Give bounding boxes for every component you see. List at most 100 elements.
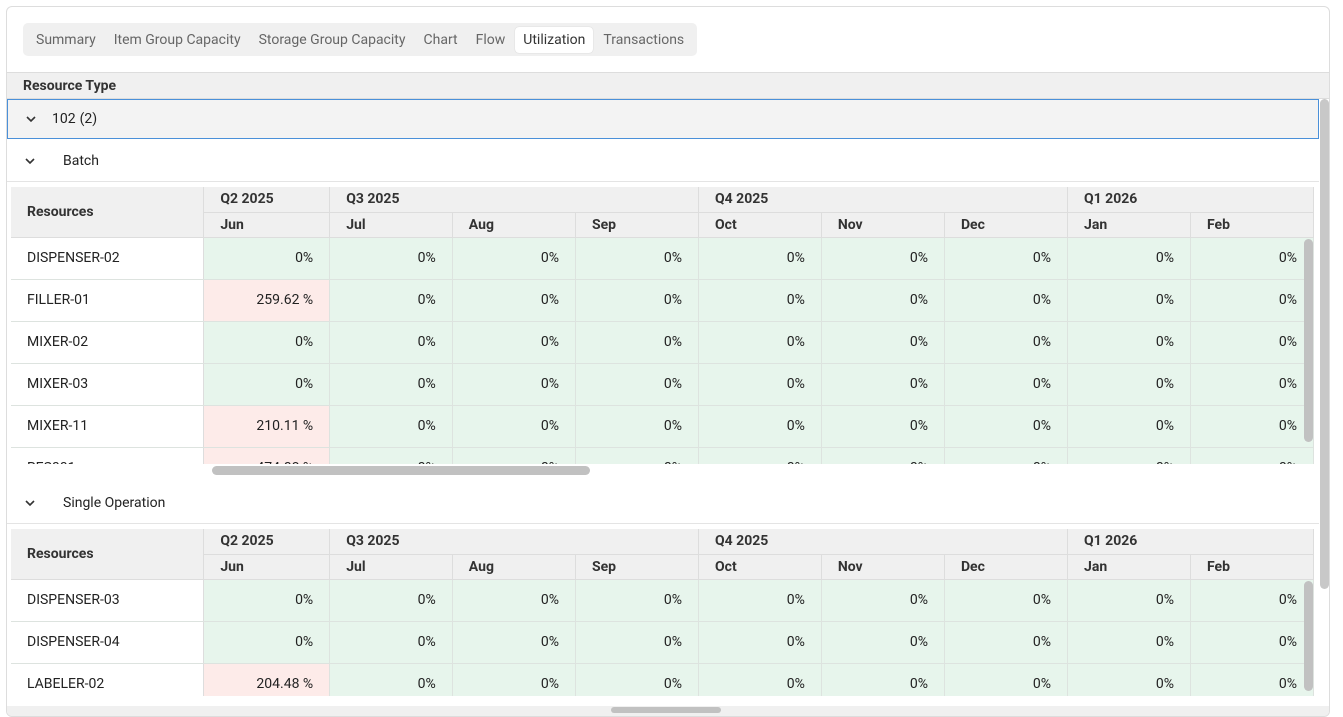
utilization-cell: 0% [575, 363, 700, 406]
utilization-cell: 0% [329, 621, 453, 664]
quarter-header: Q3 2025 [329, 187, 699, 213]
month-row: Jun Jul Aug Sep Oct Nov Dec Jan Feb [11, 554, 1314, 580]
tab[interactable]: Chart [423, 31, 458, 48]
utilization-cell: 0% [1190, 621, 1314, 664]
utilization-cell: 0% [203, 321, 331, 364]
utilization-cell: 0% [329, 663, 453, 696]
utilization-cell: 0% [698, 237, 822, 280]
utilization-cell: 0% [329, 321, 453, 364]
scrollbar[interactable] [1304, 239, 1313, 442]
utilization-cell: 0% [575, 447, 700, 464]
chevron [25, 157, 35, 164]
quarter-header: Q1 2026 [1067, 187, 1314, 213]
scrollbar[interactable] [1320, 99, 1329, 589]
month-header: Jan [1067, 554, 1191, 580]
quarter-row: Resources Q2 2025 Q3 2025 Q4 2025 Q1 2026 [11, 529, 1314, 580]
resource-row: DISPENSER-04 0% 0% 0% 0% 0% 0% 0% 0% 0% [11, 621, 1314, 664]
quarter-header: Q4 2025 [698, 529, 1068, 555]
quarter-header: Q1 2026 [1067, 529, 1314, 555]
resource-row: RES001474.08 %0%0%0%0%0%0%0%0% [11, 447, 1314, 464]
utilization-cell: 0% [944, 447, 1069, 464]
utilization-cell: 0% [452, 447, 576, 464]
utilization-cell: 0% [1190, 279, 1314, 322]
resource-name: MIXER-02 [11, 321, 205, 364]
utilization-cell: 0% [1067, 321, 1191, 364]
scrollbar[interactable] [212, 466, 590, 475]
utilization-cell: 0% [1190, 321, 1314, 364]
month-header: Oct [698, 554, 822, 580]
group-name: 102 [52, 111, 76, 127]
quarter-header: Q3 2025 [329, 529, 699, 555]
quarter-row: Resources Q2 2025 Q3 2025 Q4 2025 Q1 2026 [11, 187, 1314, 238]
table-wrap: Resources Q2 2025 Q3 2025 Q4 2025 Q1 2026 Jun… [11, 187, 1314, 464]
tab[interactable]: Item Group Capacity [113, 31, 241, 48]
resource-row: MIXER-02 0% 0% 0% 0% 0% 0% 0% 0% 0% [11, 321, 1314, 364]
scrollbar[interactable] [1304, 581, 1313, 691]
month-header: Jan [1067, 212, 1191, 238]
utilization-cell: 0% [329, 579, 453, 622]
utilization-cell: 0% [329, 363, 453, 406]
utilization-cell: 0% [698, 321, 822, 364]
utilization-cell: 0% [1067, 363, 1191, 406]
section-name: Batch [63, 152, 99, 169]
utilization-cell: 0% [452, 279, 576, 322]
resource-name: MIXER-11 [11, 405, 205, 448]
utilization-cell: 0% [575, 663, 700, 696]
month-header: Jun [203, 554, 331, 580]
utilization-cell: 0% [1067, 405, 1191, 448]
resource-name: LABELER-02 [11, 663, 205, 696]
utilization-cell: 0% [944, 279, 1069, 322]
resource-row: MIXER-03 0% 0% 0% 0% 0% 0% 0% 0% 0% [11, 363, 1314, 406]
tab[interactable]: Utilization [515, 26, 594, 53]
utilization-cell: 0% [1067, 621, 1191, 664]
tab[interactable]: Transactions [603, 31, 685, 48]
resource-name: DISPENSER-02 [11, 237, 205, 280]
column-header: Resource Type [7, 72, 1329, 99]
utilization-cell: 0% [452, 363, 576, 406]
utilization-cell: 0% [1190, 447, 1314, 464]
month-header: Dec [944, 554, 1069, 580]
section-header[interactable]: Batch [7, 140, 1319, 182]
utilization-cell: 259.62 % [203, 279, 331, 322]
utilization-cell: 0% [821, 321, 945, 364]
tab[interactable]: Flow [475, 31, 506, 48]
utilization-cell: 0% [575, 279, 700, 322]
month-header: Nov [821, 554, 945, 580]
utilization-cell: 0% [575, 405, 700, 448]
utilization-cell: 0% [452, 663, 576, 696]
resource-name: DISPENSER-03 [11, 579, 205, 622]
quarter-header: Q2 2025 [203, 529, 331, 555]
month-header: Jul [329, 212, 453, 238]
quarter-header: Q2 2025 [203, 187, 331, 213]
month-header: Nov [821, 212, 945, 238]
group-count: (2) [79, 111, 98, 127]
utilization-cell: 0% [698, 363, 822, 406]
tab[interactable]: Storage Group Capacity [258, 31, 406, 48]
utilization-cell: 0% [1190, 363, 1314, 406]
utilization-cell: 0% [329, 279, 453, 322]
utilization-cell: 0% [203, 621, 331, 664]
utilization-cell: 0% [1190, 405, 1314, 448]
utilization-cell: 0% [698, 621, 822, 664]
row-header: Resources [11, 187, 205, 238]
utilization-cell: 0% [203, 579, 331, 622]
section-header[interactable]: Single Operation [7, 482, 1319, 524]
table-wrap: Resources Q2 2025 Q3 2025 Q4 2025 Q1 2026 Jun… [11, 529, 1314, 696]
utilization-cell: 0% [944, 405, 1069, 448]
utilization-cell: 0% [944, 663, 1069, 696]
utilization-cell: 0% [1067, 579, 1191, 622]
utilization-cell: 0% [821, 279, 945, 322]
group-row[interactable]: 102 (2) [7, 99, 1319, 139]
resource-name: MIXER-03 [11, 363, 205, 406]
utilization-cell: 0% [1067, 279, 1191, 322]
tab[interactable]: Summary [36, 31, 96, 48]
utilization-cell: 0% [452, 321, 576, 364]
utilization-cell: 0% [1067, 447, 1191, 464]
resource-row: FILLER-01 259.62 % 0% 0% 0% 0% 0% 0% 0% 0% [11, 279, 1314, 322]
resource-row: DISPENSER-03 0% 0% 0% 0% 0% 0% 0% 0% 0% [11, 579, 1314, 622]
section-name: Single Operation [63, 494, 166, 511]
month-header: Sep [575, 212, 700, 238]
utilization-cell: 0% [452, 579, 576, 622]
scrollbar[interactable] [611, 707, 721, 713]
